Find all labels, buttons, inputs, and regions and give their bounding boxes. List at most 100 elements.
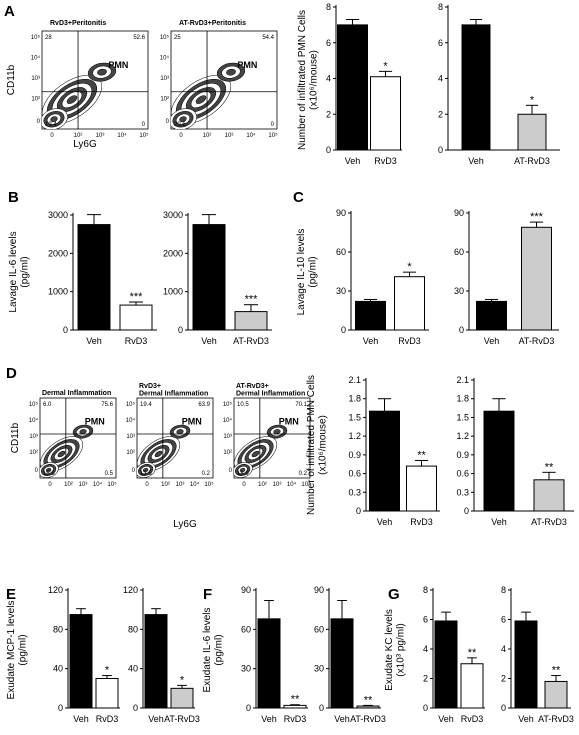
flow-x-tick: 10⁴ — [93, 481, 103, 488]
bar — [337, 24, 368, 151]
flow-x-tick: 0 — [145, 482, 149, 488]
flow-plot-title: RvD3+Peritonitis — [50, 20, 106, 27]
flow-y-tick: 10² — [31, 97, 40, 103]
y-axis-label: Lavage IL-10 levels(pg/ml) — [296, 229, 319, 316]
significance-marker: ** — [417, 449, 426, 461]
flow-x-tick: 0 — [50, 133, 54, 139]
significance-marker: ** — [364, 694, 373, 706]
flow-contours — [137, 424, 191, 478]
y-tick-label: 40 — [53, 664, 63, 674]
flow-x-tick: 10⁵ — [301, 481, 311, 488]
flow-plot-title: Dermal Inflammation — [42, 390, 111, 397]
significance-marker: * — [180, 674, 185, 686]
category-label: RvD3 — [284, 714, 307, 724]
y-tick-label: 1000 — [163, 287, 183, 297]
flow-plot-title: AT-RvD3+ Dermal Inflammation — [236, 383, 305, 398]
y-tick-label: 2 — [326, 109, 331, 119]
flow-y-tick: 10² — [223, 450, 232, 456]
flow-y-tick: 10⁴ — [160, 55, 170, 62]
y-axis-label: Lavage IL-6 levels(pg/ml) — [8, 231, 31, 312]
flow-x-tick: 10³ — [225, 133, 234, 139]
quadrant-upper-right: 70.1 — [295, 402, 307, 408]
bar — [461, 24, 491, 151]
flow-x-tick: 10² — [64, 482, 73, 488]
panel-label-text: D — [6, 365, 17, 382]
category-label: Veh — [484, 336, 500, 346]
bar — [544, 680, 568, 709]
y-tick-label: 0.9 — [348, 450, 361, 460]
category-label: Veh — [73, 714, 89, 724]
y-axis-label-line: Lavage IL-6 levels — [8, 231, 19, 312]
y-axis-label-line: (pg/ml) — [214, 634, 225, 665]
y-tick-label: 2 — [423, 674, 428, 684]
y-axis-label-line: (pg/ml) — [18, 634, 29, 665]
flow-y-tick: 10² — [160, 97, 169, 103]
significance-marker: *** — [130, 291, 144, 303]
y-tick-label: 8 — [501, 585, 506, 595]
quadrant-lower-left: 19.4 — [45, 122, 57, 128]
y-tick-label: 120 — [123, 585, 138, 595]
flow-x-tick: 10⁴ — [246, 132, 256, 139]
category-label: RvD3 — [410, 517, 433, 527]
flow-axis-titles-a: Ly6G CD11b — [6, 64, 97, 150]
y-tick-label: 0 — [58, 703, 63, 713]
significance-marker: * — [407, 261, 412, 273]
quadrant-upper-left: 19.4 — [140, 402, 152, 408]
bar — [355, 300, 386, 331]
y-axis-label: Number of infiltrated PMN Cells(x10⁶/mou… — [306, 375, 329, 515]
flow-plot-3: Dermal Inflammation 6.0 75.6 15.8 0.5 PMN 0 10²… — [29, 390, 117, 488]
flow-plot-title: RvD3+ Dermal Inflammation — [139, 383, 208, 398]
y-tick-label: 0 — [501, 703, 506, 713]
y-tick-label: 60 — [336, 247, 346, 257]
y-tick-label: 2000 — [163, 248, 183, 258]
y-tick-label: 0 — [459, 325, 464, 335]
category-label: Veh — [438, 714, 454, 724]
category-label: Veh — [148, 714, 164, 724]
flow-y-tick: 0 — [35, 468, 39, 474]
bar — [330, 618, 354, 709]
y-axis-label-line: (x10⁶/mouse) — [309, 50, 320, 110]
quadrant-lower-left: 18.9 — [237, 471, 249, 477]
significance-marker: * — [105, 665, 110, 677]
bar-chart-g2: 0 2 4 6 8 Veh ** AT-RvD3 — [501, 585, 574, 724]
flow-plot-title-line: AT-RvD3+ — [236, 383, 269, 390]
flow-x-tick: 0 — [48, 482, 52, 488]
bar — [533, 479, 565, 512]
quadrant-upper-right: 54.4 — [262, 35, 274, 41]
flow-y-tick: 10³ — [126, 434, 135, 440]
flow-y-tick: 10⁵ — [29, 401, 39, 408]
category-label: AT-RvD3 — [350, 714, 386, 724]
y-axis-label: Exudate KC levels(x10³ pg/ml) — [384, 609, 407, 691]
y-tick-label: 0.3 — [348, 487, 361, 497]
flow-x-axis-title: Ly6G — [173, 519, 197, 530]
bar — [476, 300, 507, 331]
bar — [95, 678, 119, 709]
significance-marker: ** — [552, 665, 561, 677]
significance-marker: ** — [545, 461, 554, 473]
y-tick-label: 80 — [128, 624, 138, 634]
bar-chart-a2: 0 2 4 6 8 Veh * AT-RvD3 — [438, 2, 560, 166]
y-tick-label: 8 — [326, 2, 331, 12]
y-tick-label: 3000 — [48, 210, 68, 220]
y-tick-label: 0.6 — [456, 469, 469, 479]
category-label: Veh — [363, 336, 379, 346]
y-tick-label: 4 — [326, 74, 331, 84]
panel-label-text: B — [8, 189, 19, 206]
flow-y-tick: 10⁵ — [160, 34, 170, 41]
flow-x-tick: 10³ — [79, 482, 88, 488]
flow-plot-title-line: RvD3+ — [139, 383, 161, 390]
flow-x-tick: 10² — [74, 133, 83, 139]
bar — [514, 620, 538, 709]
quadrant-lower-right: 0 — [271, 122, 275, 128]
flow-x-tick: 10⁴ — [117, 132, 127, 139]
y-tick-label: 1.8 — [456, 394, 469, 404]
contour-ring — [97, 68, 107, 76]
flow-y-tick: 0 — [229, 468, 233, 474]
flow-y-tick: 10³ — [223, 434, 232, 440]
flow-y-tick: 10⁴ — [31, 55, 41, 62]
category-label: AT-RvD3 — [164, 714, 200, 724]
y-axis-label: Exudate IL-6 levels(pg/ml) — [202, 607, 225, 692]
contour-ring — [154, 450, 163, 458]
flow-plot-1: RvD3+Peritonitis 28 52.6 19.4 0 PMN 0 10² 10³ 10⁴… — [31, 20, 149, 139]
bar-chart-f1: 0 30 60 90 Veh ** RvD3 Exudate IL-6 levels(pg/m… — [202, 585, 308, 724]
